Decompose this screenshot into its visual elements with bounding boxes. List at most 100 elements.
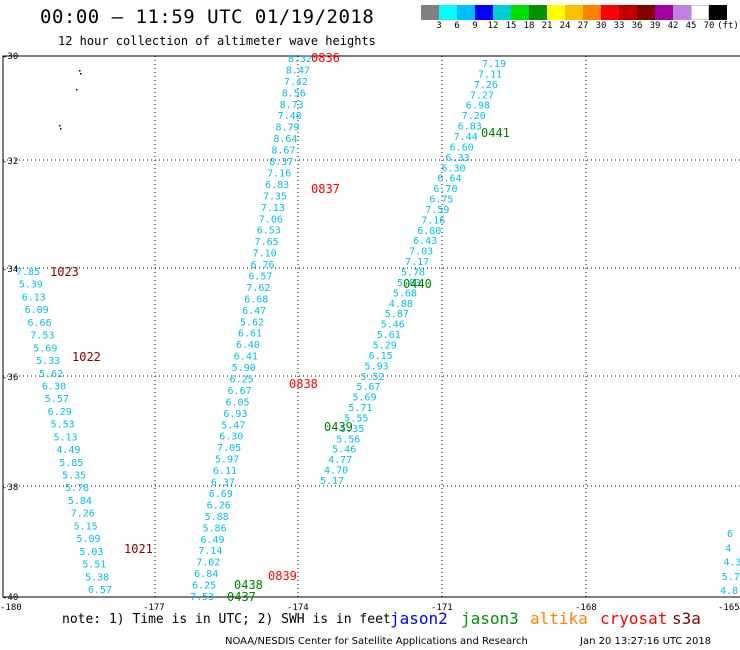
wave-height-value: 6.70 bbox=[433, 184, 457, 195]
wave-height-value: 5.39 bbox=[19, 280, 43, 291]
wave-height-value: 5.52 bbox=[361, 372, 385, 383]
wave-height-value: 6.05 bbox=[225, 397, 249, 408]
wave-height-value: 6.64 bbox=[437, 174, 461, 185]
footer-date: Jan 20 13:27:16 UTC 2018 bbox=[580, 636, 712, 647]
island-dot bbox=[60, 128, 62, 130]
wave-height-value: 4.88 bbox=[389, 299, 413, 310]
page-title: 00:00 – 11:59 UTC 01/19/2018 bbox=[40, 6, 375, 28]
wave-height-value: 8.47 bbox=[286, 65, 310, 76]
wave-height-value: 6.76 bbox=[250, 260, 274, 271]
legend-label: 21 bbox=[541, 21, 553, 31]
legend-swatch bbox=[601, 5, 619, 20]
wave-height-value: 4.3 bbox=[724, 558, 740, 569]
wave-height-value: 6.84 bbox=[194, 569, 218, 580]
wave-height-value: 6.66 bbox=[28, 318, 52, 329]
wave-height-value: 6.15 bbox=[369, 351, 393, 362]
wave-height-value: 6.09 bbox=[25, 305, 49, 316]
footer-credit: NOAA/NESDIS Center for Satellite Applica… bbox=[225, 636, 528, 647]
legend-swatch bbox=[709, 5, 727, 20]
longitude-label: -174 bbox=[287, 603, 309, 613]
wave-height-value: 4.49 bbox=[56, 445, 80, 456]
wave-height-value: 7.85 bbox=[16, 267, 40, 278]
wave-height-value: 8.64 bbox=[273, 134, 297, 145]
pass-time-label: 1022 bbox=[72, 350, 101, 364]
pass-time-label: 0439 bbox=[324, 420, 353, 434]
wave-height-value: 6.83 bbox=[265, 180, 289, 191]
wave-height-value: 6.41 bbox=[234, 352, 258, 363]
wave-height-value: 6.25 bbox=[192, 581, 216, 592]
wave-height-value: 7.26 bbox=[71, 509, 95, 520]
wave-height-value: 5.46 bbox=[381, 320, 405, 331]
wave-height-value: 5.56 bbox=[336, 434, 360, 445]
wave-height-value: 5.55 bbox=[344, 413, 368, 424]
legend-swatch bbox=[547, 5, 565, 20]
wave-height-value: 6.83 bbox=[458, 122, 482, 133]
wave-height-value: 7.20 bbox=[462, 111, 486, 122]
pass-time-label: 1023 bbox=[50, 265, 79, 279]
wave-height-value: 7.44 bbox=[454, 132, 478, 143]
legend-swatch bbox=[511, 5, 529, 20]
wave-height-value: 6.80 bbox=[417, 226, 441, 237]
legend-unit: (ft) bbox=[717, 21, 739, 31]
wave-height-value: 5.97 bbox=[215, 455, 239, 466]
page-subtitle: 12 hour collection of altimeter wave hei… bbox=[58, 34, 376, 48]
wave-height-value: 5.47 bbox=[221, 420, 245, 431]
wave-height-value: 8.67 bbox=[271, 146, 295, 157]
legend-label: 33 bbox=[613, 21, 625, 31]
legend-swatch bbox=[565, 5, 583, 20]
wave-height-value: 5.67 bbox=[356, 382, 380, 393]
wave-height-value: 6.47 bbox=[242, 306, 266, 317]
legend-color-bar bbox=[421, 5, 727, 20]
wave-height-value: 6.11 bbox=[213, 466, 237, 477]
wave-height-value: 6.98 bbox=[466, 101, 490, 112]
wave-height-value: 5.35 bbox=[340, 424, 364, 435]
pass-time-label: 0440 bbox=[403, 277, 432, 291]
legend-label: 27 bbox=[577, 21, 589, 31]
latitude-label: -36 bbox=[2, 373, 19, 383]
legend-label: 42 bbox=[667, 21, 679, 31]
wave-height-value: 5.51 bbox=[82, 560, 106, 571]
longitude-label: -168 bbox=[575, 603, 597, 613]
wave-height-value: 6.93 bbox=[223, 409, 247, 420]
longitude-label: -180 bbox=[0, 603, 22, 613]
wave-height-value: 8.79 bbox=[275, 123, 299, 134]
legend-label: 30 bbox=[595, 21, 607, 31]
legend-label: 3 bbox=[436, 21, 442, 31]
longitude-label: -171 bbox=[431, 603, 453, 613]
wave-height-value: 5.83 bbox=[397, 278, 421, 289]
wave-height-value: 5.09 bbox=[76, 534, 100, 545]
wave-height-value: 6 bbox=[727, 529, 733, 540]
wave-height-value: 6.33 bbox=[446, 153, 470, 164]
island-dot bbox=[79, 70, 81, 72]
island-dot bbox=[80, 73, 82, 75]
wave-height-value: 5.87 bbox=[385, 309, 409, 320]
wave-height-value: 7.16 bbox=[267, 168, 291, 179]
wave-height-value: 5.90 bbox=[232, 363, 256, 374]
wave-height-value: 5.93 bbox=[365, 361, 389, 372]
units-note: note: 1) Time is in UTC; 2) SWH is in fe… bbox=[62, 612, 391, 627]
wave-height-value: 5.88 bbox=[205, 512, 229, 523]
pass-time-label: 0437 bbox=[227, 590, 256, 604]
wave-height-value: 7.48 bbox=[278, 111, 302, 122]
satellite-altika: altika bbox=[530, 609, 588, 628]
wave-height-value: 5.69 bbox=[33, 343, 57, 354]
latitude-label: -30 bbox=[2, 52, 19, 62]
wave-height-value: 5.03 bbox=[79, 547, 103, 558]
wave-height-value: 4.77 bbox=[328, 455, 352, 466]
wave-height-value: 5.71 bbox=[348, 403, 372, 414]
island-dot bbox=[59, 125, 61, 127]
wave-height-value: 7.05 bbox=[217, 443, 241, 454]
island-dot bbox=[76, 89, 78, 91]
legend-label: 24 bbox=[559, 21, 571, 31]
wave-height-value: 7.26 bbox=[474, 80, 498, 91]
wave-height-value: 7.27 bbox=[470, 90, 494, 101]
pass-time-label: 0837 bbox=[311, 182, 340, 196]
wave-height-value: 5.78 bbox=[401, 268, 425, 279]
legend-swatch bbox=[493, 5, 511, 20]
latitude-label: -38 bbox=[2, 483, 19, 493]
legend-label: 18 bbox=[523, 21, 535, 31]
pass-time-label: 0836 bbox=[311, 51, 340, 65]
wave-height-value: 7.06 bbox=[259, 214, 283, 225]
wave-height-value: 6.57 bbox=[88, 585, 112, 596]
